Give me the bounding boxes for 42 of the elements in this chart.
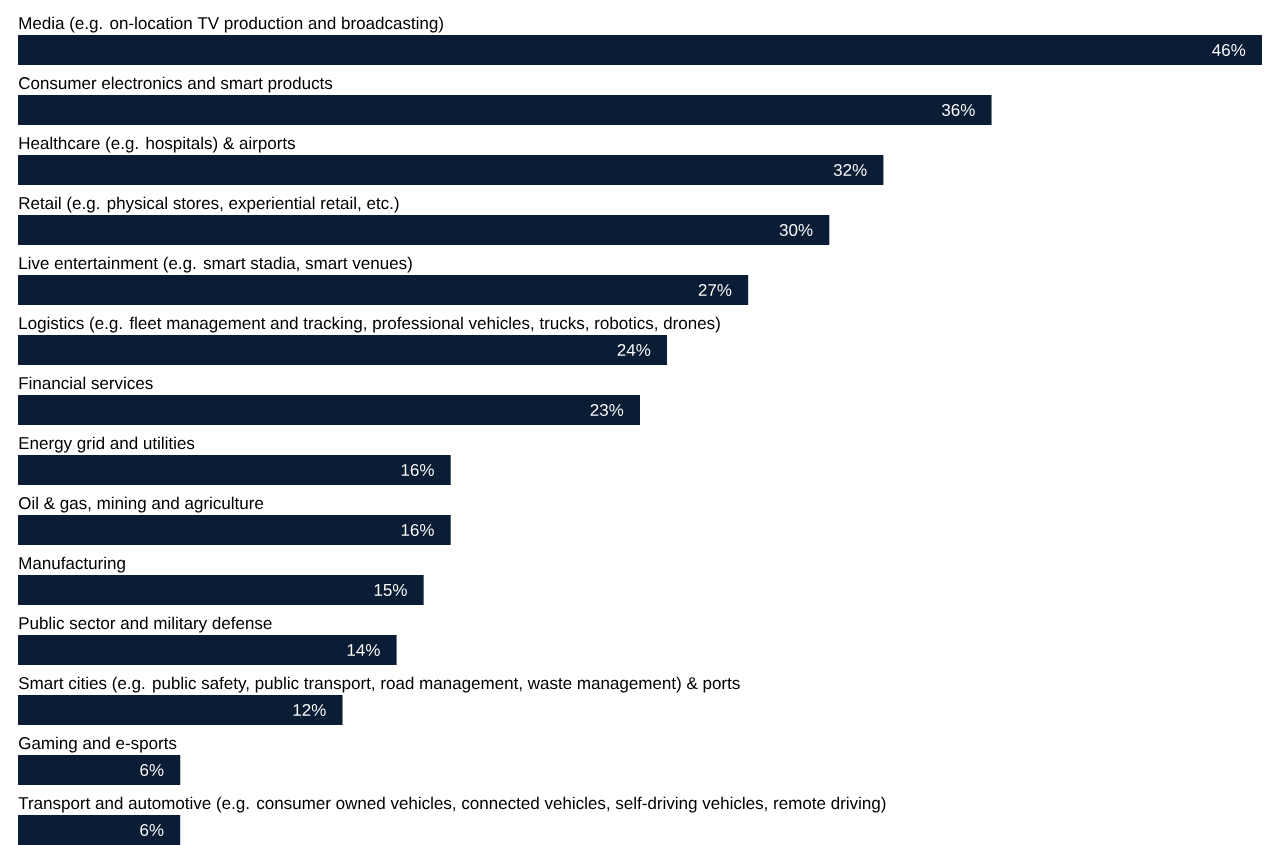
data-label: 32%	[833, 163, 867, 177]
data-label: 24%	[617, 344, 651, 356]
data-label: 46%	[1212, 43, 1246, 57]
data-label: 16%	[401, 523, 434, 537]
bar	[18, 574, 424, 605]
bar	[18, 814, 181, 845]
data-label: 36%	[941, 103, 975, 117]
y-tick-label: Live entertainment (e.g. smart stadia, smart venues)	[19, 256, 412, 273]
data-label: 23%	[590, 403, 624, 417]
y-tick-label: Media (e.g. on-location TV production and broadcasting)	[19, 16, 443, 33]
data-label: 14%	[347, 644, 380, 656]
bar	[18, 454, 451, 485]
y-tick-label: Logistics (e.g. fleet management and tracking, professional vehicles, trucks, robotics, drones)	[19, 316, 720, 333]
y-tick-label: Financial services	[19, 376, 153, 390]
y-tick-label: Consumer electronics and smart products	[19, 76, 333, 93]
bar	[18, 334, 668, 365]
data-label: 12%	[293, 704, 326, 716]
bar	[18, 394, 640, 425]
y-tick-label: Healthcare (e.g. hospitals) & airports	[19, 136, 296, 153]
bar	[18, 154, 884, 185]
data-label: 15%	[374, 584, 407, 596]
y-tick-label: Retail (e.g. physical stores, experiential retail, etc.)	[19, 196, 399, 213]
data-label: 16%	[401, 463, 434, 477]
bar	[18, 274, 749, 305]
bar	[18, 754, 181, 785]
y-tick-label: Oil & gas, mining and agriculture	[19, 496, 264, 513]
bar	[18, 214, 830, 245]
data-label: 30%	[779, 223, 813, 237]
y-tick-label: Energy grid and utilities	[19, 436, 195, 453]
y-tick-label: Manufacturing	[19, 556, 125, 573]
bar	[18, 694, 343, 725]
data-label: 6%	[140, 823, 164, 837]
y-tick-label: Public sector and military defense	[19, 616, 272, 633]
y-tick-label: Smart cities (e.g. public safety, public transport, road management, waste management) & ports	[18, 676, 740, 693]
y-tick-label: Transport and automotive (e.g. consumer owned vehicles, connected vehicles, self-driving vehicles, remote driving)	[18, 796, 886, 813]
data-label: 6%	[140, 763, 164, 777]
bar	[18, 514, 451, 545]
data-label: 27%	[698, 284, 732, 296]
bar	[18, 34, 1262, 65]
bar	[18, 634, 397, 665]
y-tick-label: Gaming and e-sports	[19, 736, 177, 753]
bar	[18, 94, 992, 125]
